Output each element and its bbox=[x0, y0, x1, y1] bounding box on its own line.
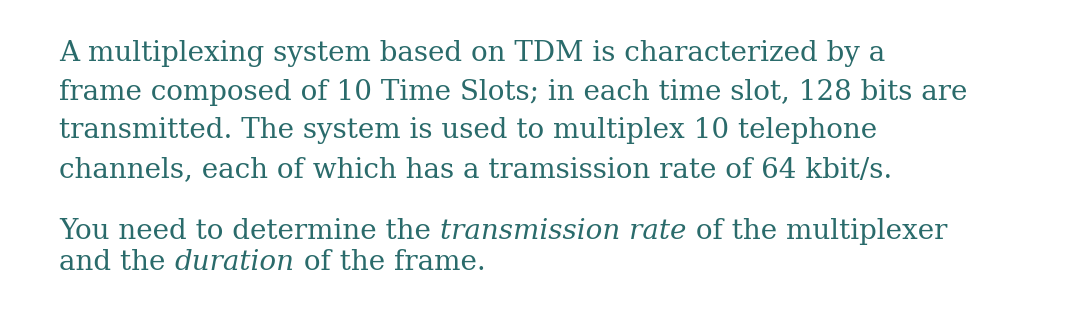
Text: of the frame.: of the frame. bbox=[295, 249, 485, 276]
Text: of the multiplexer: of the multiplexer bbox=[687, 218, 947, 245]
Text: transmission rate: transmission rate bbox=[441, 218, 687, 245]
Text: A multiplexing system based on TDM is characterized by a
frame composed of 10 Ti: A multiplexing system based on TDM is ch… bbox=[59, 40, 968, 183]
Text: duration: duration bbox=[175, 249, 295, 276]
Text: and the: and the bbox=[59, 249, 175, 276]
Text: You need to determine the: You need to determine the bbox=[59, 218, 441, 245]
